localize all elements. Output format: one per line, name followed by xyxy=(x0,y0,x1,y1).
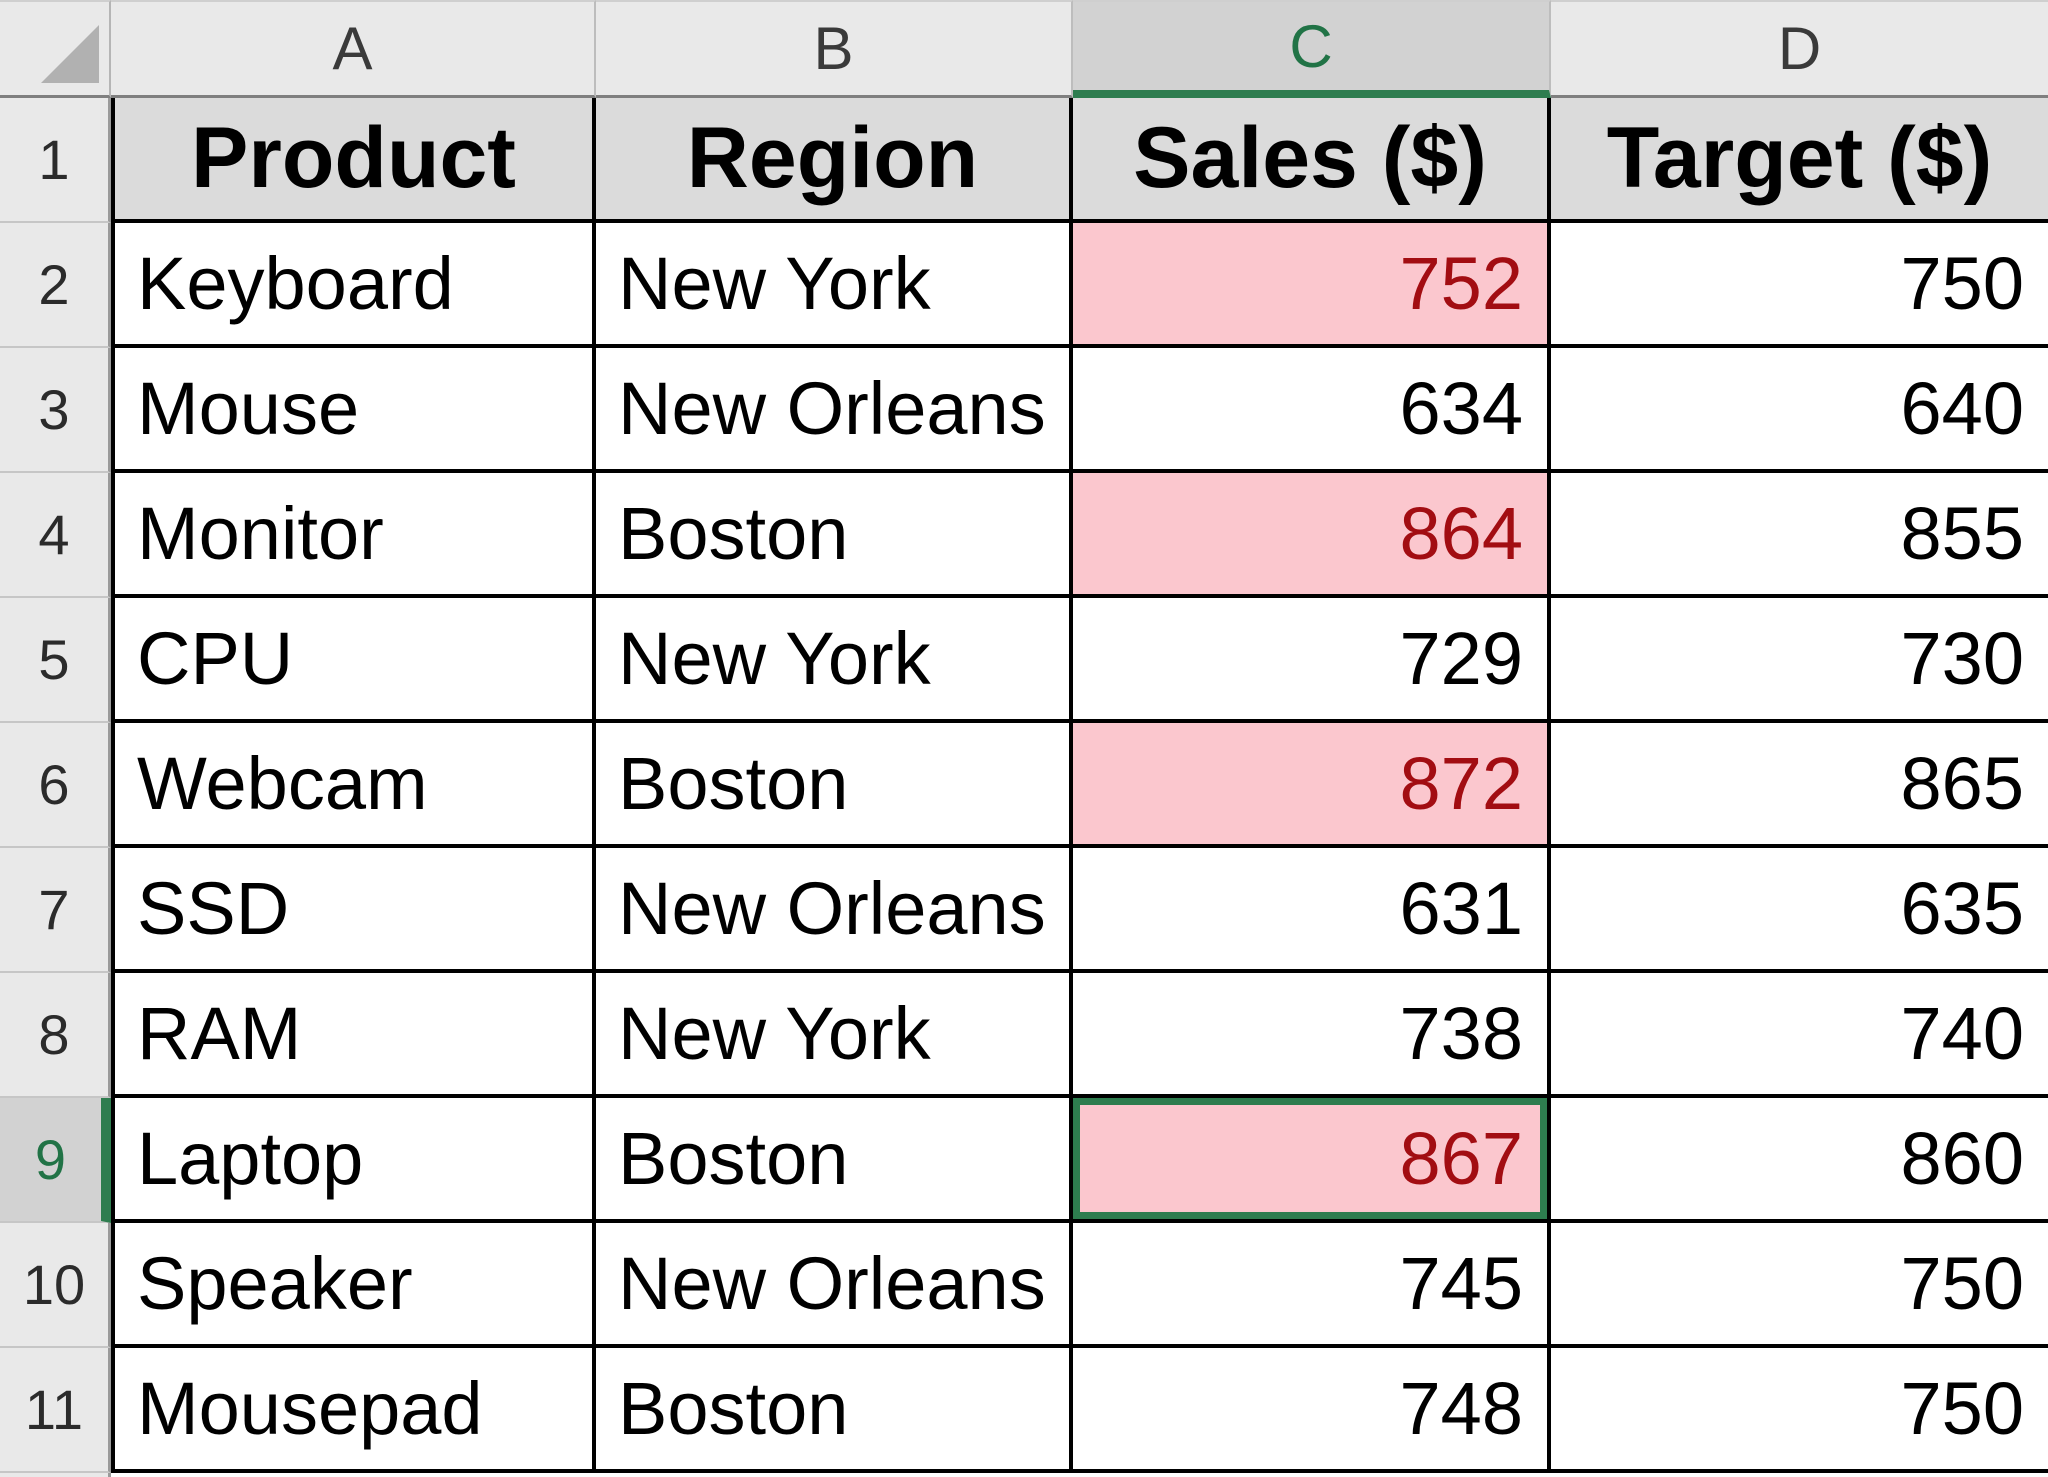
select-all-icon xyxy=(41,25,99,83)
column-header-A[interactable]: A xyxy=(111,0,596,98)
cell-C1[interactable]: Sales ($) xyxy=(1073,98,1551,223)
cell-B11[interactable]: Boston xyxy=(596,1348,1073,1473)
row-header-9[interactable]: 9 xyxy=(0,1098,111,1223)
row-header-10[interactable]: 10 xyxy=(0,1223,111,1348)
cell-C10[interactable]: 745 xyxy=(1073,1223,1551,1348)
sheet-row: 8 RAM New York 738 740 xyxy=(0,973,2048,1098)
cell-B7[interactable]: New Orleans xyxy=(596,848,1073,973)
cell-A10[interactable]: Speaker xyxy=(111,1223,596,1348)
sheet-row: 4 Monitor Boston 864 855 xyxy=(0,473,2048,598)
cell-A11[interactable]: Mousepad xyxy=(111,1348,596,1473)
cell-C11[interactable]: 748 xyxy=(1073,1348,1551,1473)
cell-D11[interactable]: 750 xyxy=(1551,1348,2048,1473)
row-header-4[interactable]: 4 xyxy=(0,473,111,598)
cell-A5[interactable]: CPU xyxy=(111,598,596,723)
cell-C5[interactable]: 729 xyxy=(1073,598,1551,723)
partial-row xyxy=(0,1473,2048,1477)
row-header-12-partial xyxy=(0,1473,111,1477)
cell-A6[interactable]: Webcam xyxy=(111,723,596,848)
sheet-row: 3 Mouse New Orleans 634 640 xyxy=(0,348,2048,473)
cell-B10[interactable]: New Orleans xyxy=(596,1223,1073,1348)
cell-B2[interactable]: New York xyxy=(596,223,1073,348)
cell-B8[interactable]: New York xyxy=(596,973,1073,1098)
cell-B3[interactable]: New Orleans xyxy=(596,348,1073,473)
cell-D6[interactable]: 865 xyxy=(1551,723,2048,848)
cell-D9[interactable]: 860 xyxy=(1551,1098,2048,1223)
row-header-7[interactable]: 7 xyxy=(0,848,111,973)
cell-D5[interactable]: 730 xyxy=(1551,598,2048,723)
sheet-row: 11 Mousepad Boston 748 750 xyxy=(0,1348,2048,1473)
cell-D3[interactable]: 640 xyxy=(1551,348,2048,473)
sheet-row: 6 Webcam Boston 872 865 xyxy=(0,723,2048,848)
cell-C2[interactable]: 752 xyxy=(1073,223,1551,348)
partial-row-cells xyxy=(111,1473,2048,1477)
select-all-button[interactable] xyxy=(0,0,111,98)
cell-B5[interactable]: New York xyxy=(596,598,1073,723)
cell-C7[interactable]: 631 xyxy=(1073,848,1551,973)
row-header-8[interactable]: 8 xyxy=(0,973,111,1098)
cell-B4[interactable]: Boston xyxy=(596,473,1073,598)
sheet-row: 7 SSD New Orleans 631 635 xyxy=(0,848,2048,973)
sheet-row: 5 CPU New York 729 730 xyxy=(0,598,2048,723)
cell-D10[interactable]: 750 xyxy=(1551,1223,2048,1348)
cell-A8[interactable]: RAM xyxy=(111,973,596,1098)
cell-C4[interactable]: 864 xyxy=(1073,473,1551,598)
cell-C3[interactable]: 634 xyxy=(1073,348,1551,473)
cell-B6[interactable]: Boston xyxy=(596,723,1073,848)
cell-D4[interactable]: 855 xyxy=(1551,473,2048,598)
cell-A9[interactable]: Laptop xyxy=(111,1098,596,1223)
sheet-row: 9 Laptop Boston 867 860 xyxy=(0,1098,2048,1223)
row-header-11[interactable]: 11 xyxy=(0,1348,111,1473)
cell-C6[interactable]: 872 xyxy=(1073,723,1551,848)
row-header-2[interactable]: 2 xyxy=(0,223,111,348)
row-header-6[interactable]: 6 xyxy=(0,723,111,848)
cell-D2[interactable]: 750 xyxy=(1551,223,2048,348)
cell-A2[interactable]: Keyboard xyxy=(111,223,596,348)
column-header-D[interactable]: D xyxy=(1551,0,2048,98)
sheet-row: 1 Product Region Sales ($) Target ($) xyxy=(0,98,2048,223)
sheet-row: 10 Speaker New Orleans 745 750 xyxy=(0,1223,2048,1348)
sheet-row: 2 Keyboard New York 752 750 xyxy=(0,223,2048,348)
cell-C8[interactable]: 738 xyxy=(1073,973,1551,1098)
cell-D1[interactable]: Target ($) xyxy=(1551,98,2048,223)
cell-B9[interactable]: Boston xyxy=(596,1098,1073,1223)
cell-A1[interactable]: Product xyxy=(111,98,596,223)
cell-D8[interactable]: 740 xyxy=(1551,973,2048,1098)
column-header-B[interactable]: B xyxy=(596,0,1073,98)
cell-C9[interactable]: 867 xyxy=(1073,1098,1551,1223)
row-header-1[interactable]: 1 xyxy=(0,98,111,223)
row-header-5[interactable]: 5 xyxy=(0,598,111,723)
cell-A7[interactable]: SSD xyxy=(111,848,596,973)
cell-D7[interactable]: 635 xyxy=(1551,848,2048,973)
cell-A3[interactable]: Mouse xyxy=(111,348,596,473)
cell-A4[interactable]: Monitor xyxy=(111,473,596,598)
row-header-3[interactable]: 3 xyxy=(0,348,111,473)
cell-B1[interactable]: Region xyxy=(596,98,1073,223)
column-header-C[interactable]: C xyxy=(1073,0,1551,98)
